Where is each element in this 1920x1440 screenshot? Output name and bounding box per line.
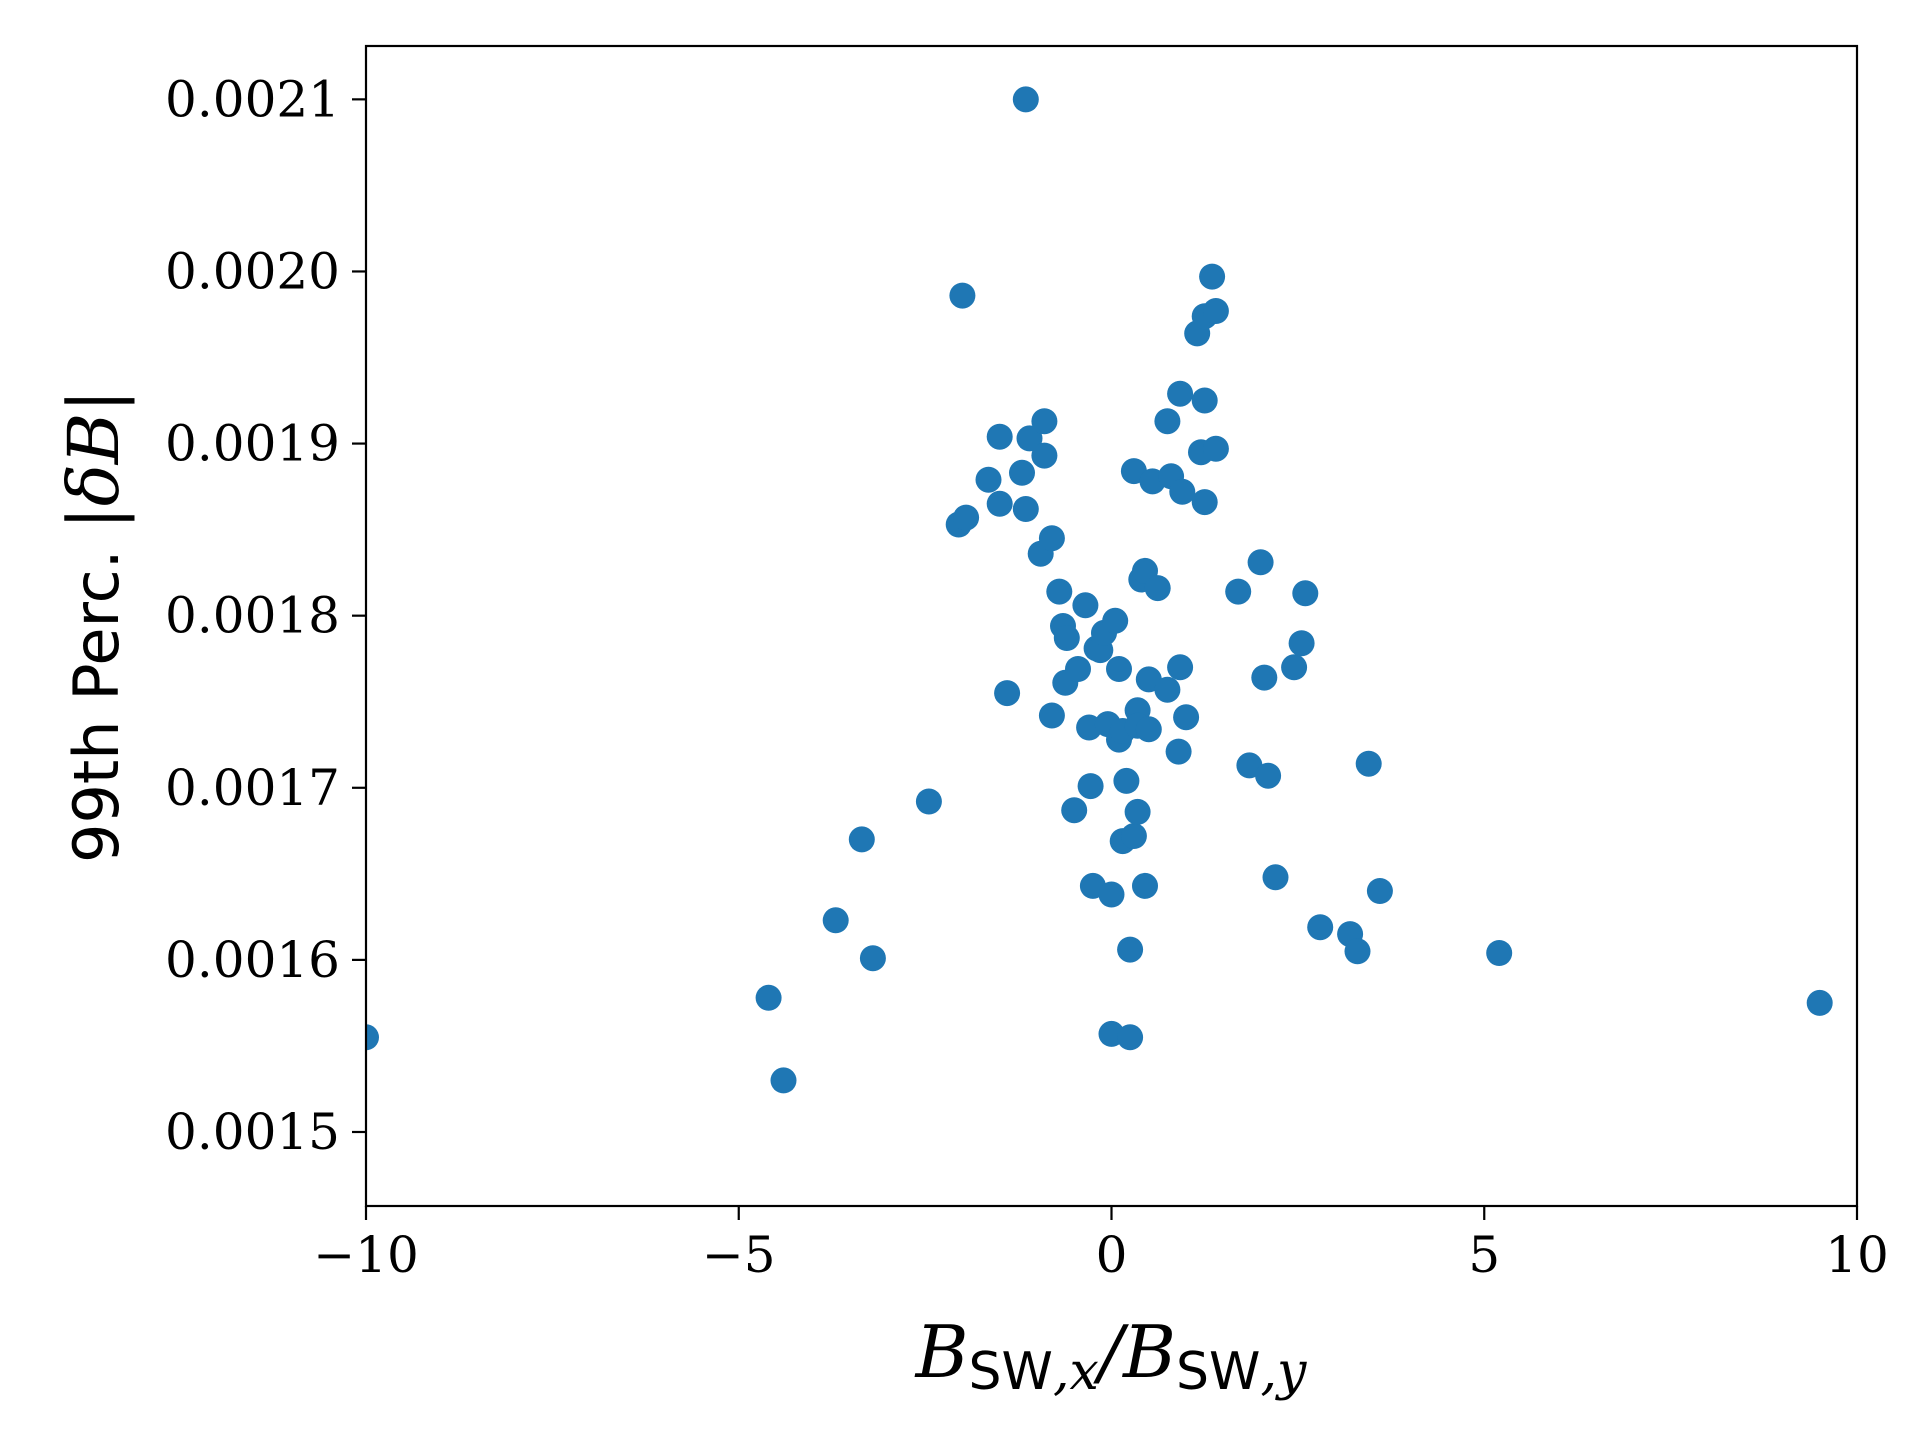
x-tick-label: 5 (1468, 1226, 1500, 1284)
y-tick-label: 0.0020 (165, 242, 340, 300)
data-point (1106, 656, 1132, 682)
data-point (770, 1067, 797, 1094)
y-tick-label: 0.0017 (165, 759, 340, 817)
data-point (1098, 881, 1125, 908)
data-point (915, 788, 942, 815)
data-point (1102, 607, 1129, 634)
data-point (994, 680, 1021, 707)
x-tick-label: −10 (313, 1226, 419, 1284)
data-point (1031, 408, 1058, 435)
data-point (1031, 442, 1058, 469)
data-point (859, 945, 886, 972)
data-point (1169, 478, 1196, 505)
data-point (1202, 435, 1229, 462)
data-point (975, 466, 1002, 493)
data-point (1072, 592, 1099, 619)
data-points (366, 86, 1833, 1094)
data-point (1065, 656, 1091, 682)
data-point (1113, 767, 1140, 794)
data-point (1038, 525, 1065, 552)
x-axis-ticks: −10 −5 0 5 10 (313, 1206, 1889, 1284)
data-point (1009, 459, 1035, 486)
data-point (1038, 702, 1065, 729)
data-point (1255, 762, 1282, 789)
data-point (1124, 798, 1151, 825)
data-point (1247, 549, 1274, 576)
data-point (1117, 936, 1144, 963)
x-tick-label: −5 (702, 1226, 776, 1284)
x-tick-label: 10 (1825, 1226, 1889, 1284)
data-point (1154, 676, 1181, 703)
y-axis-label: 99th Perc. |δB| (53, 389, 135, 863)
data-point (1117, 1024, 1144, 1051)
data-point (1012, 496, 1039, 522)
data-point (1486, 940, 1513, 966)
data-point (1366, 878, 1393, 904)
y-tick-label: 0.0018 (165, 587, 340, 645)
data-point (1344, 938, 1371, 965)
data-point (1288, 630, 1315, 657)
data-point (1191, 387, 1218, 414)
data-point (755, 984, 782, 1011)
data-point (1046, 578, 1073, 605)
data-point (1120, 823, 1147, 849)
x-tick-label: 0 (1096, 1226, 1128, 1284)
data-point (1167, 654, 1194, 681)
data-point (1191, 489, 1218, 516)
data-point (366, 1024, 379, 1051)
data-point (1144, 575, 1171, 602)
data-point (1173, 704, 1200, 731)
data-point (1053, 625, 1080, 651)
data-point (1251, 664, 1278, 691)
data-point (1154, 408, 1181, 435)
data-point (1292, 580, 1319, 607)
y-tick-label: 0.0021 (165, 70, 340, 128)
data-point (986, 490, 1013, 517)
data-point (1167, 380, 1194, 407)
data-point (1281, 654, 1308, 681)
data-point (1165, 738, 1192, 765)
data-point (1225, 578, 1252, 605)
data-point (1806, 989, 1833, 1016)
data-point (1307, 914, 1334, 941)
y-tick-label: 0.0019 (165, 415, 340, 473)
y-axis-ticks: 0.0015 0.0016 0.0017 0.0018 0.0019 0.0020 0.00… (165, 70, 366, 1161)
data-point (1061, 797, 1088, 824)
data-point (1202, 298, 1229, 324)
data-point (1012, 86, 1039, 113)
data-point (949, 282, 976, 309)
data-point (1016, 425, 1043, 452)
data-point (986, 423, 1013, 450)
data-point (1262, 864, 1289, 891)
y-tick-label: 0.0016 (165, 931, 340, 989)
data-point (1355, 750, 1382, 777)
x-axis-label: BSW,x/BSW,y (914, 1310, 1307, 1402)
data-point (1199, 263, 1226, 290)
data-point (1077, 773, 1104, 800)
data-point (1132, 872, 1158, 899)
y-tick-label: 0.0015 (165, 1103, 340, 1161)
data-point (822, 907, 849, 934)
data-point (1135, 716, 1162, 743)
data-point (848, 826, 875, 853)
data-point (953, 504, 980, 531)
